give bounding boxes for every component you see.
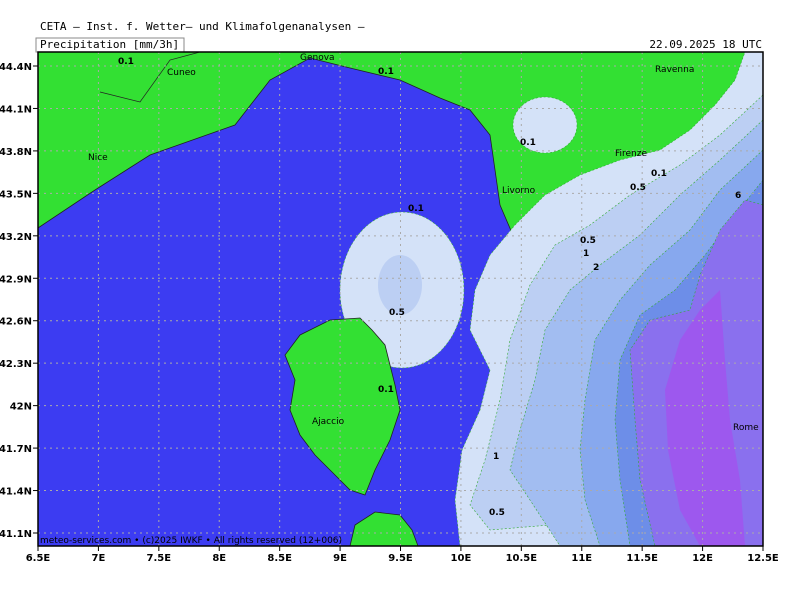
contour-label: 0.5 bbox=[630, 183, 646, 193]
contour-label: 0.1 bbox=[378, 67, 394, 77]
place-label: Genova bbox=[300, 53, 335, 63]
contour-label: 0.5 bbox=[489, 508, 505, 518]
y-tick-label: 44.1N bbox=[0, 104, 32, 115]
x-tick-label: 11.5E bbox=[626, 553, 658, 564]
x-tick-label: 9.5E bbox=[388, 553, 413, 564]
contour-label: 0.5 bbox=[580, 236, 596, 246]
x-tick-label: 7.5E bbox=[147, 553, 172, 564]
place-label: Cuneo bbox=[167, 68, 196, 78]
contour-label: 1 bbox=[493, 452, 499, 462]
place-label: Rome bbox=[733, 423, 759, 433]
valid-time: 22.09.2025 18 UTC bbox=[649, 38, 762, 51]
contour-label: 0.5 bbox=[389, 308, 405, 318]
x-tick-label: 6.5E bbox=[26, 553, 51, 564]
contour-label: 0.1 bbox=[520, 138, 536, 148]
x-tick-label: 7E bbox=[92, 553, 106, 564]
x-tick-label: 12E bbox=[692, 553, 713, 564]
y-tick-label: 41.7N bbox=[0, 444, 32, 455]
place-label: Firenze bbox=[615, 149, 647, 159]
footer: meteo-services.com • (c)2025 IWKF • All … bbox=[40, 536, 342, 546]
y-tick-label: 43.8N bbox=[0, 147, 32, 158]
x-tick-label: 10.5E bbox=[506, 553, 538, 564]
y-tick-label: 42.3N bbox=[0, 359, 32, 370]
y-tick-label: 43.2N bbox=[0, 232, 32, 243]
y-tick-label: 41.4N bbox=[0, 487, 32, 498]
precip-10 bbox=[665, 290, 745, 546]
title: CETA — Inst. f. Wetter— und Klimafolgena… bbox=[40, 20, 365, 33]
borders bbox=[99, 51, 201, 103]
y-tick-label: 44.4N bbox=[0, 62, 32, 73]
contour-label: 0.1 bbox=[118, 57, 134, 67]
graticule bbox=[38, 52, 763, 546]
x-tick-label: 9E bbox=[333, 553, 347, 564]
contour-label: 0.1 bbox=[408, 204, 424, 214]
place-label: Livorno bbox=[502, 186, 536, 196]
variable: Precipitation [mm/3h] bbox=[40, 38, 179, 51]
contour-label: 2 bbox=[593, 263, 599, 273]
precip-0.1-tuscany bbox=[512, 96, 578, 154]
precip-0.5-corsica bbox=[378, 255, 422, 315]
place-label: Ravenna bbox=[655, 65, 694, 75]
y-tick-label: 43.5N bbox=[0, 189, 32, 200]
contour-label: 0.1 bbox=[651, 169, 667, 179]
y-tick-label: 41.1N bbox=[0, 529, 32, 540]
map-area bbox=[37, 51, 764, 547]
x-tick-label: 12.5E bbox=[747, 553, 779, 564]
contour-label: 1 bbox=[583, 249, 589, 259]
y-tick-label: 42N bbox=[10, 402, 32, 413]
y-tick-label: 42.9N bbox=[0, 274, 32, 285]
corsica bbox=[284, 317, 401, 496]
contour-label: 6 bbox=[735, 191, 741, 201]
place-label: Nice bbox=[88, 153, 108, 163]
y-tick-label: 42.6N bbox=[0, 317, 32, 328]
x-tick-label: 10E bbox=[451, 553, 472, 564]
x-tick-label: 11E bbox=[571, 553, 592, 564]
place-label: Ajaccio bbox=[312, 417, 345, 427]
x-tick-label: 8.5E bbox=[267, 553, 292, 564]
contour-label: 0.1 bbox=[378, 385, 394, 395]
x-tick-label: 8E bbox=[212, 553, 226, 564]
